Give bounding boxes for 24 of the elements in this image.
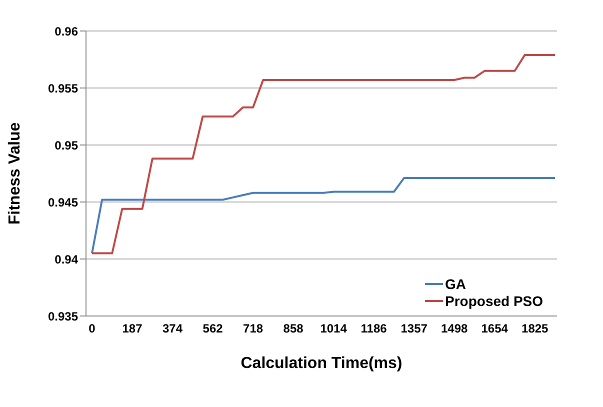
line-series [91, 177, 556, 254]
x-tick-label: 562 [202, 322, 224, 336]
y-tick-label: 0.96 [54, 24, 78, 38]
y-tick-label: 0.95 [54, 138, 78, 152]
x-tick-label: 1498 [440, 322, 468, 336]
x-tick-label: 718 [243, 322, 264, 336]
y-axis-title: Fitness Value [6, 122, 24, 225]
x-tick-label: 858 [283, 322, 304, 336]
x-tick-label: 374 [162, 322, 183, 336]
x-tick-label: 0 [88, 322, 96, 336]
line-series [91, 54, 556, 254]
x-tick-label: 1654 [481, 322, 508, 336]
y-tick-label: 0.945 [48, 195, 78, 210]
y-tick-label: 0.94 [54, 252, 78, 266]
x-tick-label: 1825 [522, 322, 549, 336]
x-tick-label: 187 [122, 322, 143, 336]
x-tick-label: 1186 [360, 322, 388, 336]
y-tick-label: 0.935 [48, 309, 78, 324]
y-tick-label: 0.955 [48, 81, 78, 96]
x-axis-title: Calculation Time(ms) [240, 355, 402, 372]
x-tick-label: 1357 [400, 322, 428, 336]
legend-label: Proposed PSO [445, 292, 544, 308]
legend-label: GA [445, 276, 466, 292]
x-tick-label: 1014 [320, 322, 348, 336]
